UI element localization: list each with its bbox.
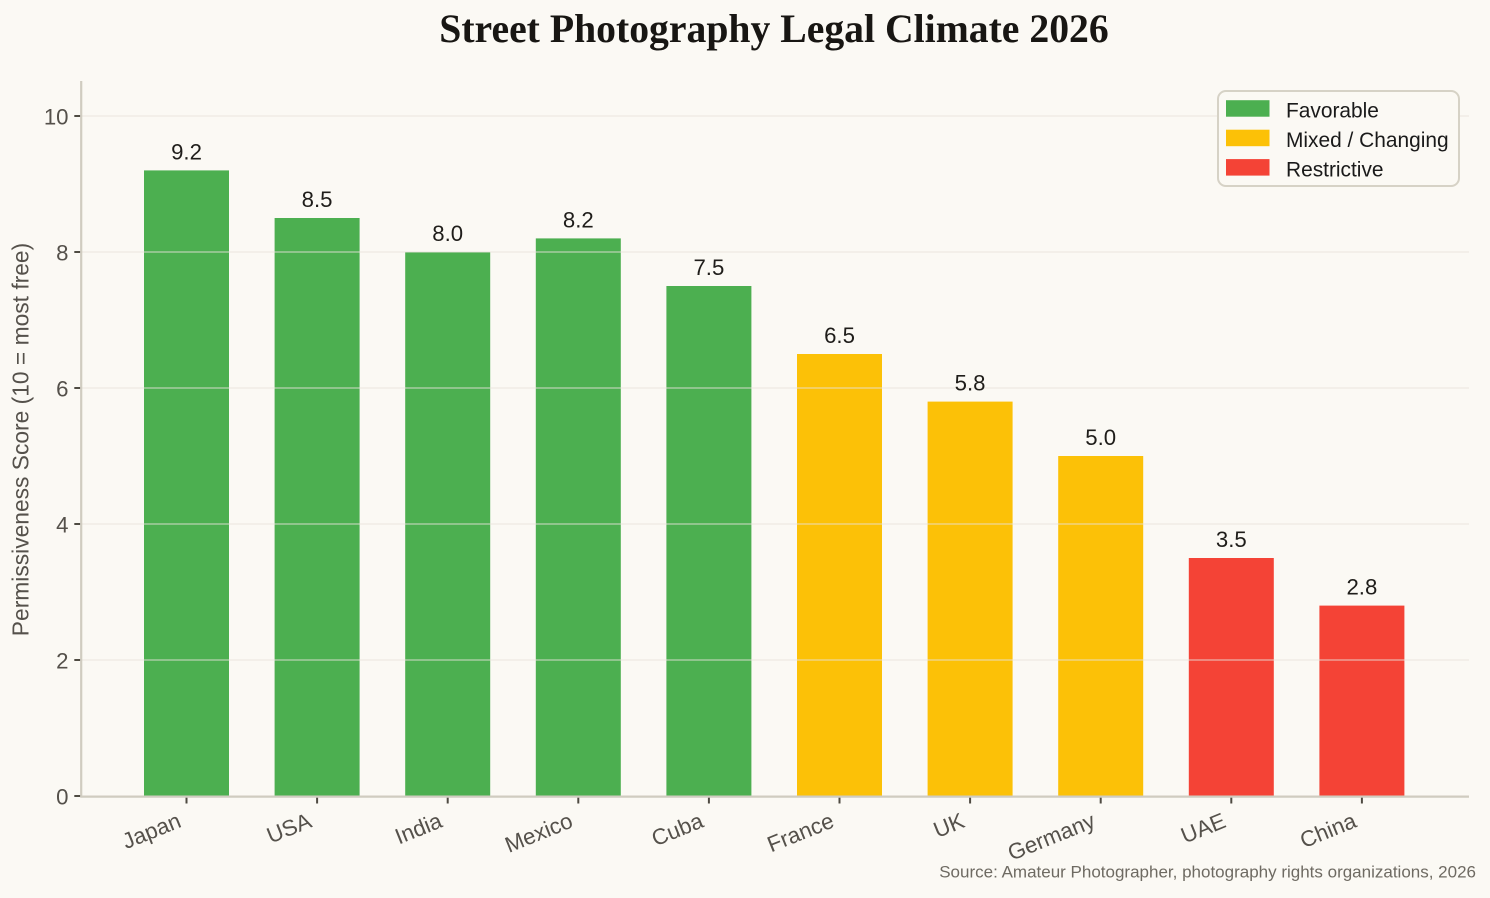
svg-text:6: 6 [56, 377, 68, 402]
svg-text:Source: Amateur Photographer,: Source: Amateur Photographer, photograph… [939, 863, 1476, 882]
svg-text:Permissiveness Score (10 = mos: Permissiveness Score (10 = most free) [8, 243, 34, 636]
svg-text:Restrictive: Restrictive [1286, 158, 1384, 181]
svg-text:Mixed / Changing: Mixed / Changing [1286, 129, 1449, 152]
svg-text:2.8: 2.8 [1346, 575, 1377, 600]
svg-text:8.2: 8.2 [563, 207, 594, 232]
svg-text:3.5: 3.5 [1216, 527, 1247, 552]
svg-text:0: 0 [56, 785, 68, 810]
svg-text:Favorable: Favorable [1286, 99, 1379, 122]
svg-text:8.5: 8.5 [302, 187, 333, 212]
svg-text:7.5: 7.5 [693, 255, 724, 280]
svg-text:8.0: 8.0 [432, 221, 463, 246]
svg-text:8: 8 [56, 241, 68, 266]
svg-text:9.2: 9.2 [171, 139, 202, 164]
svg-text:6.5: 6.5 [824, 323, 855, 348]
svg-text:4: 4 [56, 513, 68, 538]
svg-text:5.8: 5.8 [955, 371, 986, 396]
svg-text:2: 2 [56, 649, 68, 674]
svg-text:10: 10 [44, 105, 69, 130]
svg-text:Street Photography Legal Clima: Street Photography Legal Climate 2026 [439, 7, 1108, 51]
svg-text:5.0: 5.0 [1085, 425, 1116, 450]
